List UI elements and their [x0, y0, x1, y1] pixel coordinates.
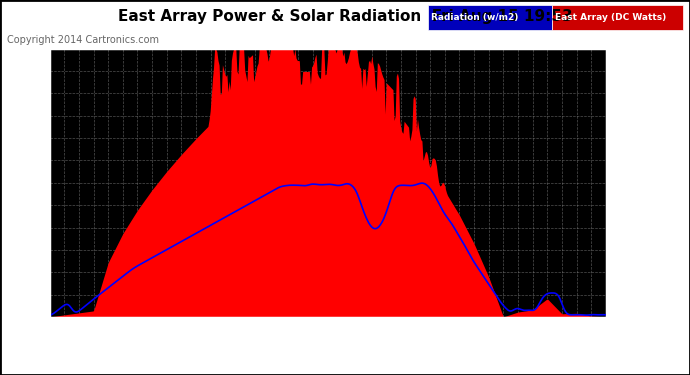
Text: Copyright 2014 Cartronics.com: Copyright 2014 Cartronics.com	[7, 34, 159, 45]
Text: Radiation (w/m2): Radiation (w/m2)	[431, 13, 519, 22]
Text: East Array Power & Solar Radiation  Fri Aug 15 19:53: East Array Power & Solar Radiation Fri A…	[118, 9, 572, 24]
FancyBboxPatch shape	[428, 5, 552, 30]
Text: East Array (DC Watts): East Array (DC Watts)	[555, 13, 667, 22]
FancyBboxPatch shape	[552, 5, 683, 30]
